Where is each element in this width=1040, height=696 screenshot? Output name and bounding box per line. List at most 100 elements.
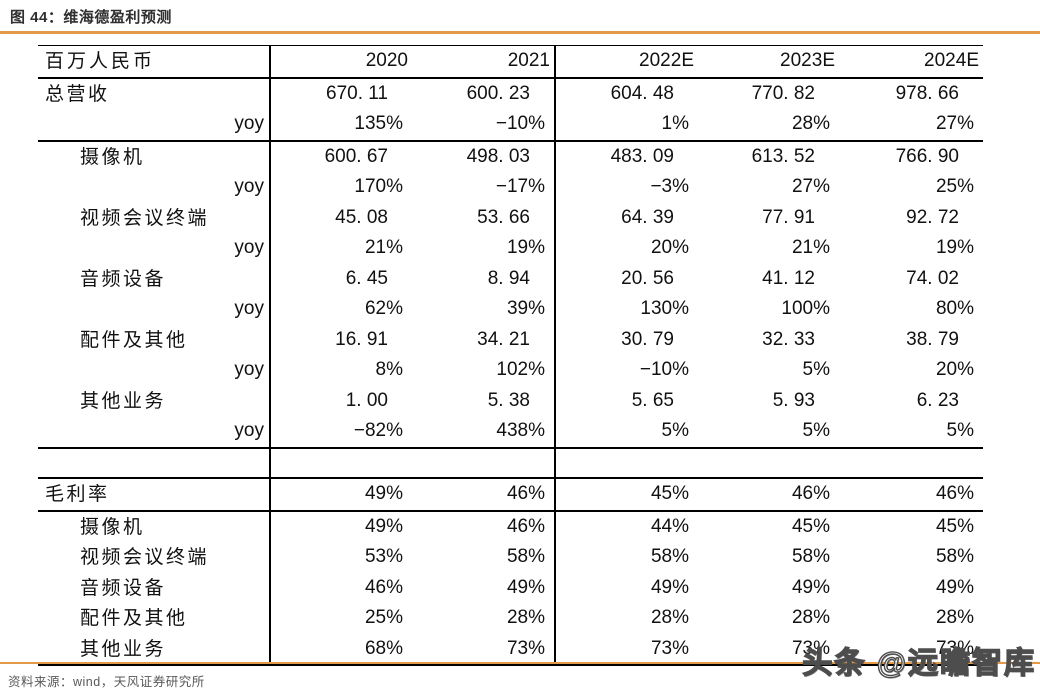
row-label bbox=[38, 447, 270, 479]
row-label: yoy bbox=[234, 237, 264, 258]
cell-value: 600. 67 bbox=[269, 140, 412, 172]
row-label: 毛利率 bbox=[38, 478, 270, 512]
cell-value: 1. 00 bbox=[269, 385, 412, 416]
figure-title-text: 维海德盈利预测 bbox=[63, 9, 172, 26]
cell-value bbox=[839, 447, 983, 479]
cell-value: 49% bbox=[935, 576, 974, 598]
cell-value: 28% bbox=[791, 607, 830, 628]
cell-value: 28% bbox=[506, 607, 545, 628]
row-label: 配件及其他 bbox=[80, 328, 188, 351]
row-label: 其他业务 bbox=[80, 389, 167, 412]
table-row: yoy −82% 438% 5% 5% 5% bbox=[38, 416, 983, 449]
table-row: 摄像机 600. 67 498. 03 483. 09 613. 52 766. 90 bbox=[38, 140, 983, 172]
cell-value: 5% bbox=[698, 416, 839, 449]
cell-value: 28% bbox=[698, 109, 839, 142]
cell-value: 100% bbox=[781, 298, 830, 319]
row-label: 音频设备 bbox=[80, 267, 167, 290]
cell-value: 6. 23 bbox=[916, 389, 959, 411]
cell-value: −10% bbox=[412, 109, 555, 142]
cell-value: 34. 21 bbox=[477, 328, 530, 350]
cell-value: 46% bbox=[269, 572, 412, 603]
cell-value: 49% bbox=[269, 510, 412, 542]
watermark: 头条 @远瞻智库 bbox=[802, 646, 1036, 680]
cell-value: 19% bbox=[935, 237, 974, 258]
cell-value: 16. 91 bbox=[269, 324, 412, 355]
cell-value: 8% bbox=[269, 355, 412, 386]
cell-value: 483. 09 bbox=[554, 140, 698, 172]
cell-value: 73% bbox=[554, 633, 698, 666]
cell-value: 498. 03 bbox=[466, 145, 530, 167]
cell-value: 80% bbox=[935, 298, 974, 319]
row-label: yoy bbox=[234, 298, 264, 319]
cell-value: 74. 02 bbox=[906, 267, 959, 289]
cell-value bbox=[269, 447, 412, 479]
cell-value: 25% bbox=[935, 176, 974, 197]
cell-value: 41. 12 bbox=[762, 267, 815, 289]
cell-value: 102% bbox=[496, 359, 545, 380]
cell-value: 5. 93 bbox=[772, 389, 815, 411]
table-row bbox=[38, 447, 983, 479]
cell-value: 27% bbox=[839, 109, 983, 142]
cell-value: 5. 38 bbox=[487, 389, 530, 411]
row-label: 配件及其他 bbox=[80, 607, 188, 629]
cell-value: 28% bbox=[935, 607, 974, 628]
footer-divider-line bbox=[0, 662, 1040, 664]
table-row: 视频会议终端 45. 08 53. 66 64. 39 77. 91 92. 72 bbox=[38, 202, 983, 233]
cell-value: 32. 33 bbox=[762, 328, 815, 350]
row-label: 音频设备 bbox=[80, 576, 167, 599]
cell-value: 135% bbox=[269, 109, 412, 142]
table-row: 配件及其他 16. 91 34. 21 30. 79 32. 33 38. 79 bbox=[38, 324, 983, 355]
cell-value: 670. 11 bbox=[269, 77, 412, 109]
figure-number-label: 图 44： bbox=[10, 9, 64, 26]
cell-value: 130% bbox=[554, 294, 698, 325]
cell-value: 45. 08 bbox=[269, 202, 412, 233]
cell-value: 49% bbox=[269, 478, 412, 512]
cell-value: 766. 90 bbox=[895, 145, 959, 167]
cell-value: 25% bbox=[269, 603, 412, 634]
table-row: yoy 8% 102% −10% 5% 20% bbox=[38, 355, 983, 386]
cell-value: 46% bbox=[412, 478, 555, 512]
cell-value: 58% bbox=[791, 546, 830, 567]
cell-value: 46% bbox=[839, 478, 983, 512]
cell-value: 770. 82 bbox=[751, 82, 815, 104]
table-row: 配件及其他 25% 28% 28% 28% 28% bbox=[38, 603, 983, 634]
cell-value: 64. 39 bbox=[554, 202, 698, 233]
row-label: yoy bbox=[234, 359, 264, 380]
row-label: yoy bbox=[234, 176, 264, 197]
cell-value: 45% bbox=[791, 515, 830, 537]
cell-value: 38. 79 bbox=[906, 328, 959, 350]
table-row: 音频设备 46% 49% 49% 49% 49% bbox=[38, 572, 983, 603]
cell-value bbox=[412, 447, 555, 479]
cell-value: 1% bbox=[554, 109, 698, 142]
figure-title: 图 44：维海德盈利预测 bbox=[10, 6, 172, 27]
cell-value: 53% bbox=[269, 542, 412, 573]
cell-value: 92. 72 bbox=[906, 206, 959, 228]
table-row: 视频会议终端 53% 58% 58% 58% 58% bbox=[38, 542, 983, 573]
profit-forecast-table: 百万人民币 2020 2021 2022E 2023E 2024E 总营收 670… bbox=[38, 45, 983, 666]
source-note: 资料来源：wind，天风证券研究所 bbox=[8, 675, 205, 689]
row-label: 其他业务 bbox=[38, 633, 270, 666]
cell-value: 6. 45 bbox=[269, 263, 412, 294]
row-label: 摄像机 bbox=[80, 145, 145, 168]
table-row: yoy 62% 39% 130% 100% 80% bbox=[38, 294, 983, 325]
row-label: 视频会议终端 bbox=[80, 206, 210, 229]
row-label: yoy bbox=[38, 109, 270, 142]
cell-value: 604. 48 bbox=[554, 77, 698, 109]
table-body: 总营收 670. 11 600. 23 604. 48 770. 82 978. 66 yo… bbox=[38, 77, 983, 666]
cell-value: 62% bbox=[269, 294, 412, 325]
cell-value: 53. 66 bbox=[477, 206, 530, 228]
cell-value: 49% bbox=[554, 572, 698, 603]
cell-value: 5% bbox=[802, 359, 830, 380]
cell-value: 21% bbox=[269, 233, 412, 264]
cell-value: 49% bbox=[791, 576, 830, 598]
table-header-row: 百万人民币 2020 2021 2022E 2023E 2024E bbox=[38, 45, 983, 79]
cell-value: 46% bbox=[506, 515, 545, 537]
cell-value: 8. 94 bbox=[487, 267, 530, 289]
cell-value: 68% bbox=[269, 633, 412, 666]
cell-value: 600. 23 bbox=[466, 82, 530, 104]
table-row: 其他业务 68% 73% 73% 73% 73% bbox=[38, 633, 983, 666]
cell-value: 58% bbox=[506, 546, 545, 567]
table-row: 摄像机 49% 46% 44% 45% 45% bbox=[38, 510, 983, 542]
col-header-2023e: 2023E bbox=[698, 45, 839, 79]
